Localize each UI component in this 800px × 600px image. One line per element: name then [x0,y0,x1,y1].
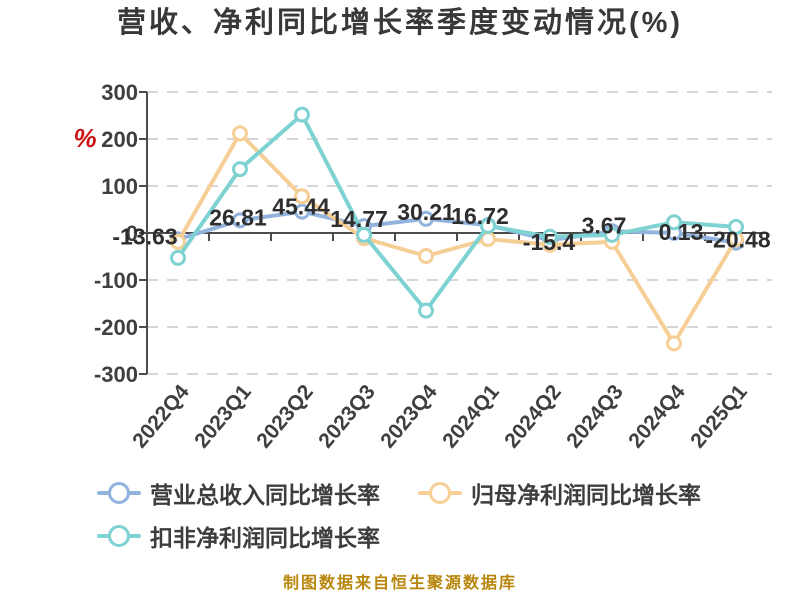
series-point-0-2023Q2 [294,203,310,220]
data-label: 3.67 [582,212,627,238]
series-point-2-2024Q2 [542,228,558,245]
y-tick-label: -100 [94,268,138,293]
series-point-2-2022Q4 [170,249,186,266]
legend-marker-icon [97,522,141,550]
y-tick-label: 300 [101,80,138,105]
legend-item-2[interactable]: 扣非净利润同比增长率 [97,522,380,551]
x-tick-label: 2024Q3 [562,380,628,452]
series-line-2 [176,112,738,313]
series-point-2-2023Q1 [232,161,248,178]
legend-item-0[interactable]: 营业总收入同比增长率 [97,479,380,508]
x-tick-label: 2023Q1 [190,380,256,452]
series-point-2-2025Q1 [728,218,744,235]
x-tick-label: 2024Q2 [500,380,566,452]
y-tick-label: -300 [94,362,138,387]
series-point-2-2023Q3 [356,226,372,243]
series-point-1-2023Q1 [232,125,248,142]
data-label: 45.44 [272,194,330,220]
y-axis-unit-percent: % [73,123,96,153]
data-label: -20.48 [705,227,770,253]
data-label: 16.72 [451,203,509,229]
data-label: 14.77 [330,206,388,232]
legend-label: 扣非净利润同比增长率 [150,525,380,551]
legend-label: 营业总收入同比增长率 [150,482,380,508]
data-label: 0.13 [659,219,704,245]
x-tick-label: 2024Q4 [624,380,690,452]
series-point-0-2023Q4 [418,210,434,227]
data-label: -13.63 [112,223,177,249]
x-tick-label: 2022Q4 [128,380,194,452]
series-line-0 [176,209,738,245]
y-tick-label: -200 [94,315,138,340]
series-point-1-2022Q4 [170,233,186,250]
series-point-2-2024Q4 [666,214,682,231]
x-tick-label: 2025Q1 [686,380,752,452]
data-label: 26.81 [209,204,267,230]
legend-marker-icon [97,479,141,507]
x-tick-label: 2024Q1 [438,380,504,452]
data-label: -15.4 [523,229,576,255]
y-tick-label: 100 [101,174,138,199]
chart-title: 营收、净利同比增长率季度变动情况(%) [116,7,684,39]
series-point-2-2024Q1 [480,217,496,234]
series-point-2-2024Q3 [604,226,620,243]
series-point-0-2023Q1 [232,212,248,229]
series-point-2-2023Q4 [418,302,434,319]
y-tick-label: 0 [126,221,138,246]
series-point-1-2023Q4 [418,248,434,264]
data-label: 30.21 [397,199,455,225]
series-point-1-2023Q2 [294,188,310,205]
legend-item-1[interactable]: 归母净利润同比增长率 [418,479,701,508]
x-tick-label: 2023Q2 [252,380,318,452]
x-tick-label: 2023Q4 [376,380,442,452]
footer-credit: 制图数据来自恒生聚源数据库 [282,575,517,592]
y-tick-label: 200 [101,127,138,152]
x-tick-label: 2023Q3 [314,380,380,452]
legend-label: 归母净利润同比增长率 [471,482,701,508]
series-line-1 [176,131,738,346]
series-point-1-2024Q4 [666,335,682,352]
legend-marker-icon [418,479,462,507]
series-point-2-2023Q2 [294,106,310,123]
